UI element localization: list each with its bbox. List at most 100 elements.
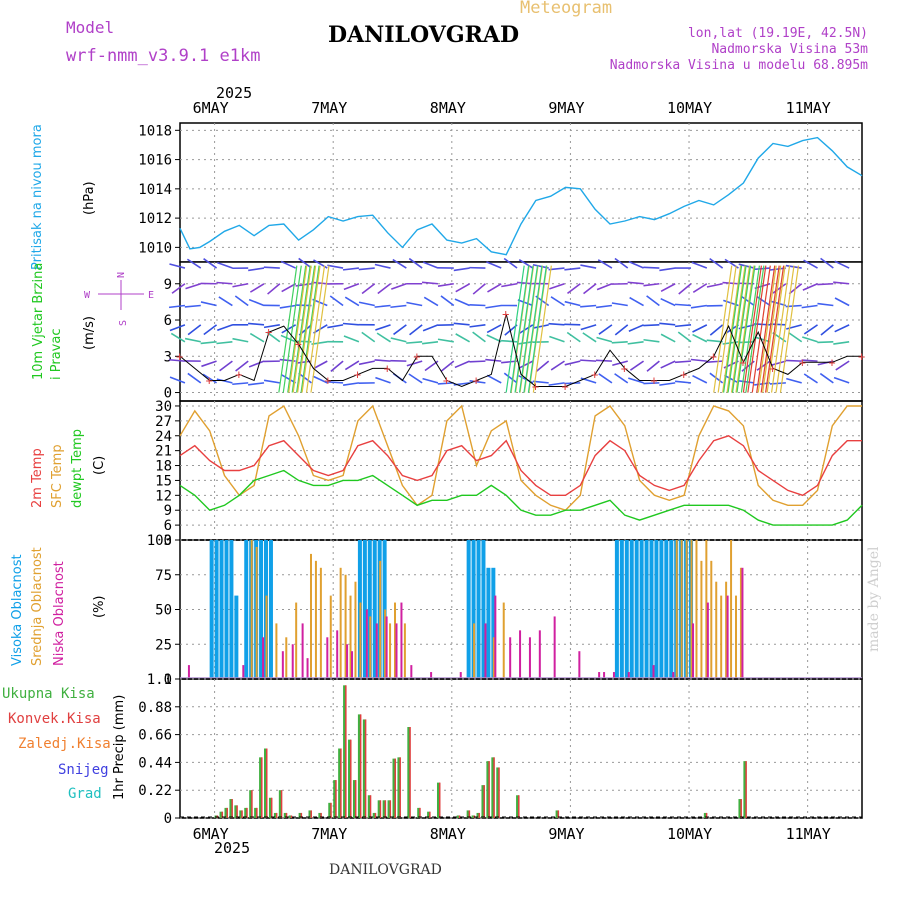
wind-arrow xyxy=(692,283,708,293)
wind-arrow xyxy=(279,304,296,309)
wind-gust-arrow xyxy=(278,265,298,393)
cloud-bar-1 xyxy=(349,595,352,679)
precip-ytick-label-5: 1.1 xyxy=(147,672,172,688)
wind-ytick-label-3: 9 xyxy=(164,277,172,293)
cloud-bar-0 xyxy=(367,540,372,679)
wind-arrow xyxy=(377,283,392,295)
wind-arrow xyxy=(643,382,660,385)
precip-bar xyxy=(362,719,366,818)
wind-arrow xyxy=(454,298,470,307)
wind-arrow xyxy=(709,324,724,336)
wind-arrow xyxy=(168,358,186,362)
wind-gust-arrow xyxy=(757,265,777,393)
precip-conv-bar xyxy=(488,761,490,818)
precip-bar xyxy=(264,748,268,818)
precip-bar xyxy=(471,815,475,818)
wind-arrow xyxy=(217,261,233,269)
cloud-bar-0 xyxy=(244,540,249,679)
cloud-bar-0 xyxy=(624,540,629,679)
cloud-bar-0 xyxy=(486,567,491,679)
wind-gust-arrow xyxy=(745,265,765,393)
cloud-bar-0 xyxy=(466,540,471,679)
cloud-bar-1 xyxy=(250,540,253,679)
wind-arrow xyxy=(249,332,265,343)
wind-arrow xyxy=(248,298,265,307)
wind-gust-marker: + xyxy=(295,337,302,351)
precip-ytick-label-3: 0.66 xyxy=(138,728,172,744)
temperature-ytick-label-5: 18 xyxy=(155,459,172,475)
pressure-ytick-label-2: 1014 xyxy=(138,182,172,198)
wind-arrow xyxy=(343,335,360,343)
wind-arrow xyxy=(232,337,249,343)
wind-arrow xyxy=(232,282,249,288)
wind-arrow xyxy=(218,296,233,307)
wind-arrow xyxy=(738,340,755,344)
wind-arrow xyxy=(216,378,233,384)
wind-arrow xyxy=(833,376,850,384)
cloud-bar-2 xyxy=(326,637,329,679)
wind-arrow xyxy=(614,324,629,336)
wind-arrow xyxy=(342,322,359,326)
precip-conv-bar xyxy=(335,780,337,818)
cloud-bar-0 xyxy=(209,540,214,679)
wind-arrow xyxy=(455,283,471,293)
wind-arrow xyxy=(833,281,850,285)
legend-total: Ukupna Kisa xyxy=(2,686,95,702)
wind-arrow xyxy=(614,257,629,269)
wind-arrow xyxy=(646,360,660,372)
precip-conv-bar xyxy=(483,785,485,818)
wind-arrow xyxy=(801,304,818,309)
wind-arrow xyxy=(564,267,581,271)
cloud-bar-2 xyxy=(395,623,398,679)
clouds-ytick-label-3: 75 xyxy=(155,568,172,584)
wind-arrow xyxy=(281,324,297,334)
precip-conv-bar xyxy=(280,790,283,818)
wind-arrow xyxy=(374,263,391,269)
wind-arrow xyxy=(566,331,581,343)
precip-conv-bar xyxy=(241,810,243,818)
wind-arrow xyxy=(754,336,771,343)
precip-bar xyxy=(357,714,361,818)
wind-arrow xyxy=(501,360,518,364)
precip-ytick-label-2: 0.44 xyxy=(138,755,172,771)
wind-arrow xyxy=(375,376,391,384)
precip-bar xyxy=(392,758,396,818)
cloud-bar-0 xyxy=(644,540,649,679)
wind-arrow xyxy=(469,324,486,328)
precip-bar xyxy=(283,812,287,818)
precip-bar xyxy=(278,790,282,818)
precip-bar xyxy=(328,802,332,818)
cloud-bar-2 xyxy=(187,665,190,679)
wind-arrow xyxy=(629,296,644,307)
wind-arrow xyxy=(628,324,644,332)
top-day-label-10MAY: 10MAY xyxy=(667,99,712,117)
precip-bar xyxy=(338,748,342,818)
precip-conv-bar xyxy=(740,799,742,818)
wind-arrow xyxy=(169,376,186,384)
precip-bar xyxy=(298,812,302,818)
cloud-bar-0 xyxy=(476,540,481,679)
wind-arrow xyxy=(298,257,312,269)
wind-arrow xyxy=(786,324,802,330)
precip-conv-bar xyxy=(354,780,357,818)
wind-arrow xyxy=(171,283,186,294)
wind-gust-marker: + xyxy=(413,349,420,363)
wind-gust-arrow xyxy=(291,265,311,393)
wind-arrow xyxy=(754,267,771,271)
clouds-ytick-label-2: 50 xyxy=(155,603,172,619)
wind-gust-arrow xyxy=(310,265,330,393)
precip-bar xyxy=(308,810,312,818)
precip-bar xyxy=(486,761,490,818)
pressure-line xyxy=(179,136,863,256)
cloud-bar-2 xyxy=(365,609,368,679)
wind-arrow xyxy=(406,360,423,367)
temperature-ytick-label-4: 15 xyxy=(155,473,172,489)
precip-conv-bar xyxy=(399,757,401,818)
wind-arrow xyxy=(440,360,455,372)
wind-arrow xyxy=(518,258,534,269)
wind-gust-arrow xyxy=(747,265,767,393)
wind-arrow xyxy=(770,360,787,367)
wind-gust-marker: + xyxy=(650,373,657,387)
precip-conv-bar xyxy=(345,685,347,818)
cloud-bar-2 xyxy=(375,623,378,679)
